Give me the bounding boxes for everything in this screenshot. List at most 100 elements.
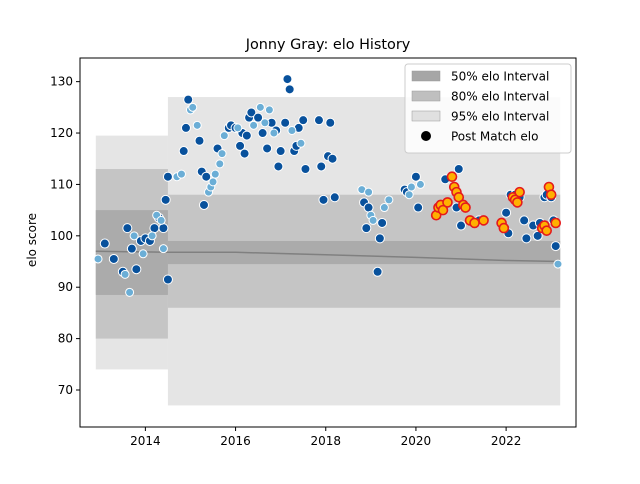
post-match-point (269, 128, 279, 138)
legend-swatch (411, 90, 441, 102)
post-match-point (178, 146, 189, 157)
post-match-point (550, 241, 561, 252)
post-match-point (273, 161, 284, 172)
post-match-point (318, 194, 329, 205)
post-match-point (176, 169, 186, 179)
post-match-point (219, 131, 229, 141)
y-tick-label: 70 (58, 383, 73, 397)
post-match-point (158, 244, 168, 254)
y-tick-label: 110 (50, 177, 73, 191)
post-match-point (316, 161, 327, 172)
post-match-point (374, 233, 385, 244)
post-match-point (364, 187, 374, 197)
post-match-point (372, 266, 383, 277)
post-match-point (239, 148, 250, 159)
post-match-point (253, 112, 264, 123)
legend-swatch (411, 110, 441, 122)
highlighted-point (512, 197, 523, 208)
highlighted-point (550, 217, 562, 229)
post-match-point (282, 74, 293, 85)
post-match-point (275, 146, 286, 157)
post-match-point (313, 115, 324, 126)
post-match-point (192, 120, 202, 130)
post-match-point (379, 203, 389, 213)
post-match-point (215, 159, 225, 169)
post-match-point (521, 233, 532, 244)
highlighted-point (498, 222, 510, 234)
post-match-point (120, 269, 130, 279)
post-match-point (233, 123, 243, 133)
highlighted-point (437, 204, 449, 216)
legend-label: 95% elo Interval (451, 110, 549, 124)
post-match-point (210, 169, 220, 179)
post-match-point (93, 254, 103, 264)
post-match-point (296, 138, 306, 148)
post-match-point (162, 274, 173, 285)
x-tick-label: 2014 (130, 434, 161, 448)
y-tick-label: 130 (50, 75, 73, 89)
post-match-point (553, 259, 563, 269)
highlighted-point (442, 197, 453, 208)
post-match-point (208, 177, 218, 187)
highlighted-point (460, 202, 471, 213)
post-match-point (194, 135, 205, 146)
post-match-point (183, 94, 194, 105)
post-match-point (156, 215, 166, 225)
post-match-point (361, 223, 372, 234)
post-match-point (257, 128, 268, 139)
highlighted-point (478, 215, 489, 226)
x-tick-label: 2020 (401, 434, 432, 448)
post-match-point (129, 231, 139, 241)
legend-swatch (411, 70, 441, 82)
legend-label: 50% elo Interval (451, 70, 549, 84)
y-tick-label: 100 (50, 229, 73, 243)
highlighted-point (453, 191, 465, 203)
legend-label: Post Match elo (451, 130, 538, 144)
legend-box (404, 63, 572, 154)
y-axis-label: elo score (25, 213, 39, 267)
plot-frame (79, 57, 577, 428)
post-match-point (217, 149, 227, 159)
x-tick-label: 2022 (491, 434, 522, 448)
post-match-point (149, 223, 160, 234)
post-match-point (201, 171, 212, 182)
post-match-point (456, 220, 467, 231)
post-match-point (298, 115, 309, 126)
legend-marker (421, 131, 431, 141)
post-match-point (235, 140, 246, 151)
post-match-point (287, 125, 297, 135)
post-match-point (99, 238, 110, 249)
post-match-point (406, 182, 416, 192)
post-match-point (108, 253, 119, 264)
post-match-point (199, 199, 209, 210)
post-match-point (368, 215, 378, 225)
post-match-point (126, 243, 137, 254)
post-match-point (160, 194, 171, 205)
y-tick-label: 90 (58, 280, 73, 294)
legend-label: 80% elo Interval (451, 90, 549, 104)
highlighted-point (541, 225, 552, 236)
post-match-point (249, 120, 259, 130)
post-match-point (415, 179, 425, 189)
post-match-point (410, 171, 421, 182)
post-match-point (384, 195, 394, 205)
post-match-point (125, 287, 135, 297)
y-tick-label: 120 (50, 126, 73, 140)
post-match-point (377, 217, 388, 228)
post-match-point (404, 190, 414, 200)
post-match-point (280, 117, 291, 128)
highlighted-point (545, 189, 557, 201)
post-match-point (246, 107, 257, 118)
post-match-point (158, 223, 169, 234)
highlighted-point (514, 186, 525, 198)
post-match-point (241, 130, 252, 141)
highlighted-point (469, 217, 480, 229)
post-match-point (122, 223, 133, 234)
post-match-point (329, 192, 340, 203)
post-match-point (188, 102, 198, 112)
post-match-point (260, 118, 270, 128)
post-match-point (327, 153, 338, 164)
post-match-point (255, 102, 265, 112)
